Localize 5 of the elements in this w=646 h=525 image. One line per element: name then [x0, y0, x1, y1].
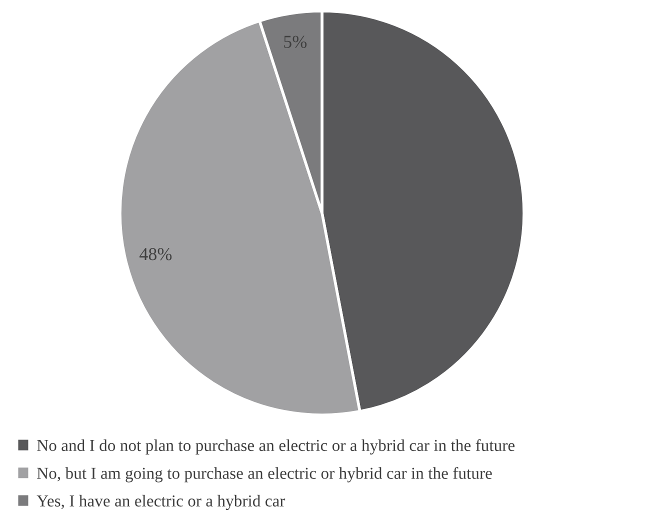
data-label: 5% — [284, 36, 307, 48]
legend-label: Yes, I have an electric or a hybrid car — [36, 494, 286, 510]
legend-label: No, but I am going to purchase an electric or hybrid car in the future — [37, 467, 492, 482]
data-label: 48% — [140, 248, 172, 260]
legend-label: No and I do not plan to purchase an electric or a hybrid car in the future — [37, 439, 515, 455]
